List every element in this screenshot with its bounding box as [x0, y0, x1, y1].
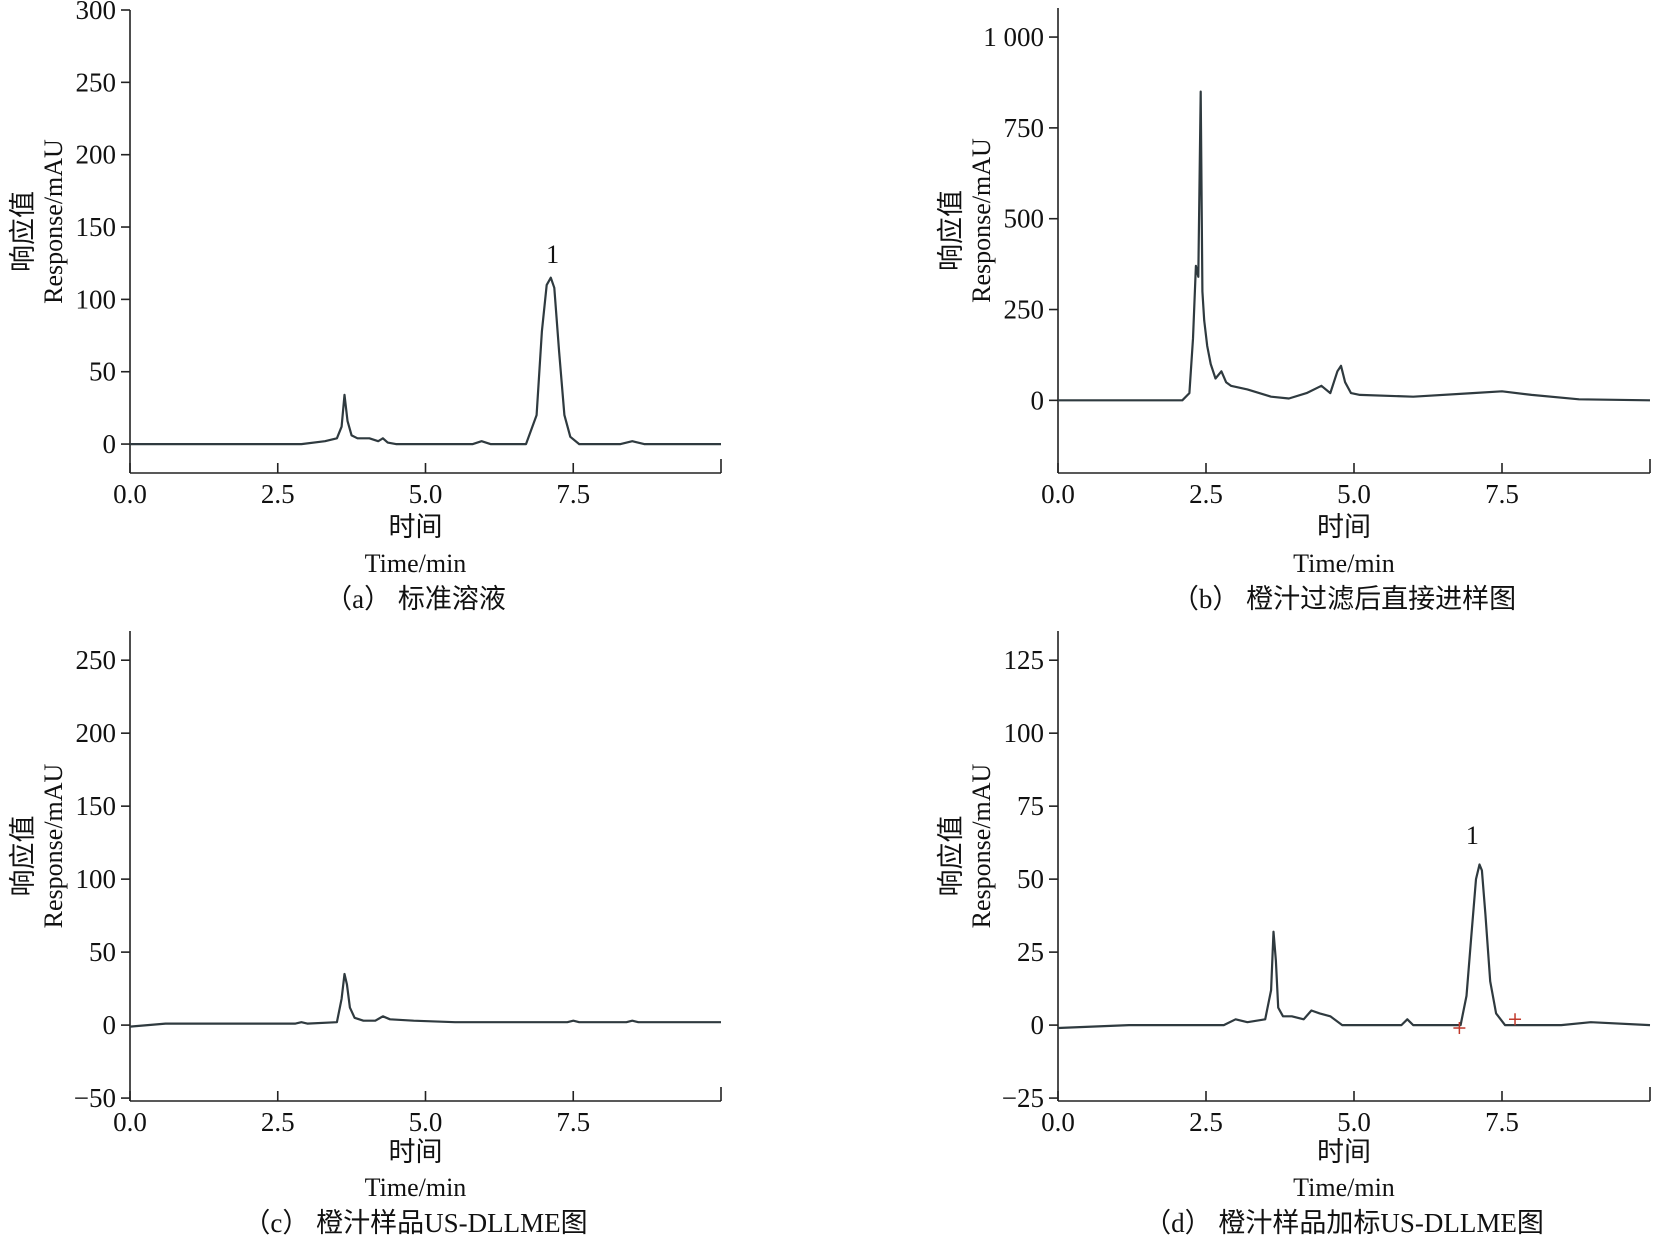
y-axis-label-en: Response/mAU — [967, 763, 996, 928]
x-axis-label-en: Time/min — [1293, 549, 1395, 578]
peak-label: 1 — [546, 240, 559, 269]
y-tick-label: 100 — [1004, 718, 1045, 748]
y-tick-label: 200 — [76, 140, 117, 170]
x-axis-label-cn: 时间 — [1317, 512, 1371, 542]
x-axis-label-cn: 时间 — [1317, 1137, 1371, 1167]
y-tick-label: 250 — [76, 67, 117, 97]
y-tick-label: 1 000 — [983, 22, 1044, 52]
x-axis-label-en: Time/min — [1293, 1173, 1395, 1202]
y-tick-label: 300 — [76, 0, 117, 25]
x-tick-label: 2.5 — [1189, 1107, 1223, 1137]
y-tick-label: 0 — [1031, 1010, 1045, 1040]
x-axis-label-en: Time/min — [365, 1173, 467, 1202]
y-tick-label: 500 — [1004, 204, 1045, 234]
y-tick-label: 200 — [76, 718, 117, 748]
x-tick-label: 0.0 — [1041, 1107, 1075, 1137]
y-tick-label: 250 — [76, 645, 117, 675]
y-tick-label: −50 — [74, 1083, 116, 1113]
x-axis-label-en: Time/min — [365, 549, 467, 578]
panel-caption: （b） 橙汁过滤后直接进样图 — [1172, 584, 1516, 614]
y-tick-label: 25 — [1017, 937, 1044, 967]
y-tick-label: 125 — [1004, 645, 1045, 675]
y-tick-label: 50 — [1017, 864, 1044, 894]
y-axis-label-en: Response/mAU — [967, 138, 996, 303]
panel-d: −25 0 25 50 75 100 125 0.0 2.5 5.0 7.5 1 响应值 Response… — [936, 631, 1651, 1238]
chromatogram-line — [1058, 90, 1651, 402]
y-axis-label-en: Response/mAU — [39, 139, 68, 304]
y-axis-label-en: Response/mAU — [39, 763, 68, 928]
x-tick-label: 0.0 — [113, 479, 147, 509]
y-tick-label: 50 — [89, 357, 116, 387]
y-tick-label: 150 — [76, 791, 117, 821]
panel-caption: （c） 橙汁样品US-DLLME图 — [243, 1208, 587, 1238]
x-tick-label: 2.5 — [261, 479, 295, 509]
x-tick-label: 0.0 — [1041, 479, 1075, 509]
y-axis-label-cn: 响应值 — [936, 816, 966, 897]
y-tick-label: −25 — [1002, 1083, 1044, 1113]
x-tick-label: 7.5 — [556, 479, 590, 509]
x-tick-label: 5.0 — [1337, 1107, 1371, 1137]
peak-label: 1 — [1466, 821, 1479, 850]
y-axis-label-cn: 响应值 — [8, 816, 38, 897]
panel-c: −50 0 50 100 150 200 250 0.0 2.5 5.0 7.5 响应值 Respons… — [8, 631, 722, 1238]
panel-caption: （d） 橙汁样品加标US-DLLME图 — [1144, 1208, 1544, 1238]
y-tick-label: 0 — [103, 1010, 117, 1040]
y-axis-label-cn: 响应值 — [8, 191, 38, 272]
y-tick-label: 100 — [76, 284, 117, 314]
panel-caption: （a） 标准溶液 — [325, 584, 506, 614]
x-tick-label: 7.5 — [1485, 1107, 1519, 1137]
panel-a: 0 50 100 150 200 250 300 0.0 2.5 5.0 7.5 1 响应值 Respon… — [8, 0, 722, 614]
x-axis-label-cn: 时间 — [389, 512, 443, 542]
y-tick-label: 0 — [1031, 385, 1045, 415]
x-tick-label: 5.0 — [409, 1107, 443, 1137]
y-tick-label: 750 — [1004, 113, 1045, 143]
y-tick-label: 50 — [89, 937, 116, 967]
x-tick-label: 2.5 — [1189, 479, 1223, 509]
chromatogram-line — [130, 276, 721, 446]
x-tick-label: 2.5 — [261, 1107, 295, 1137]
y-tick-label: 250 — [1004, 295, 1045, 325]
y-tick-label: 0 — [103, 429, 117, 459]
y-tick-label: 75 — [1017, 791, 1044, 821]
panel-b: 0 250 500 750 1 000 0.0 2.5 5.0 7.5 响应值 Response/m… — [936, 8, 1651, 614]
x-axis-label-cn: 时间 — [389, 1137, 443, 1167]
x-tick-label: 7.5 — [556, 1107, 590, 1137]
x-tick-label: 0.0 — [113, 1107, 147, 1137]
x-tick-label: 5.0 — [1337, 479, 1371, 509]
y-tick-label: 100 — [76, 864, 117, 894]
chromatogram-line — [1057, 863, 1651, 1030]
x-tick-label: 7.5 — [1485, 479, 1519, 509]
x-tick-label: 5.0 — [409, 479, 443, 509]
y-tick-label: 150 — [76, 212, 117, 242]
chromatogram-line — [129, 972, 721, 1028]
y-axis-label-cn: 响应值 — [936, 190, 966, 271]
